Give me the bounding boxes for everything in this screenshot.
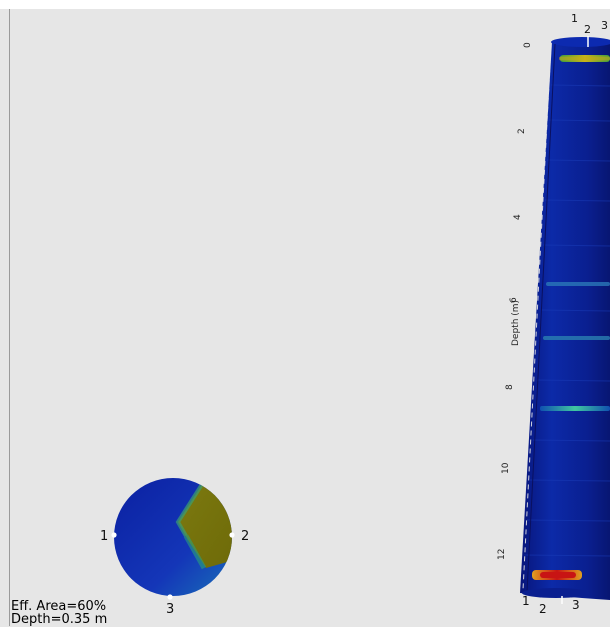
band-mid-cyan bbox=[540, 406, 610, 411]
depth-tick-0: 0 bbox=[523, 42, 533, 48]
bottom-sensor-3: 3 bbox=[572, 598, 580, 612]
cross-section-disc bbox=[111, 478, 235, 600]
column-3d bbox=[520, 37, 610, 600]
depth-tick-6: 6 bbox=[509, 297, 519, 303]
top-sensor-1: 1 bbox=[571, 12, 578, 25]
bottom-sensor-2: 2 bbox=[539, 602, 547, 616]
window-top-border bbox=[0, 0, 610, 9]
viewport-left-border bbox=[9, 9, 10, 626]
depth-tick-4: 4 bbox=[513, 214, 523, 220]
sensor-1-dot bbox=[111, 532, 117, 538]
depth-tick-10: 10 bbox=[501, 462, 511, 474]
eff-area-text: Eff. Area=60% bbox=[11, 599, 107, 614]
sensor-2-dot bbox=[229, 532, 235, 538]
bottom-sensor-1: 1 bbox=[522, 594, 530, 608]
top-sensor-2: 2 bbox=[584, 23, 591, 36]
depth-tick-2: 2 bbox=[517, 128, 527, 134]
sensor-label-2: 2 bbox=[241, 529, 249, 544]
sensor-label-1: 1 bbox=[100, 529, 108, 544]
render-viewport[interactable] bbox=[10, 9, 610, 626]
depth-tick-12: 12 bbox=[497, 549, 507, 560]
top-sensor-3: 3 bbox=[601, 19, 608, 32]
depth-axis-label: Depth (m) bbox=[511, 300, 521, 346]
depth-text: Depth=0.35 m bbox=[11, 612, 108, 627]
sensor-3-dot bbox=[167, 594, 173, 600]
sensor-label-3: 3 bbox=[166, 602, 174, 617]
depth-tick-8: 8 bbox=[505, 384, 515, 390]
